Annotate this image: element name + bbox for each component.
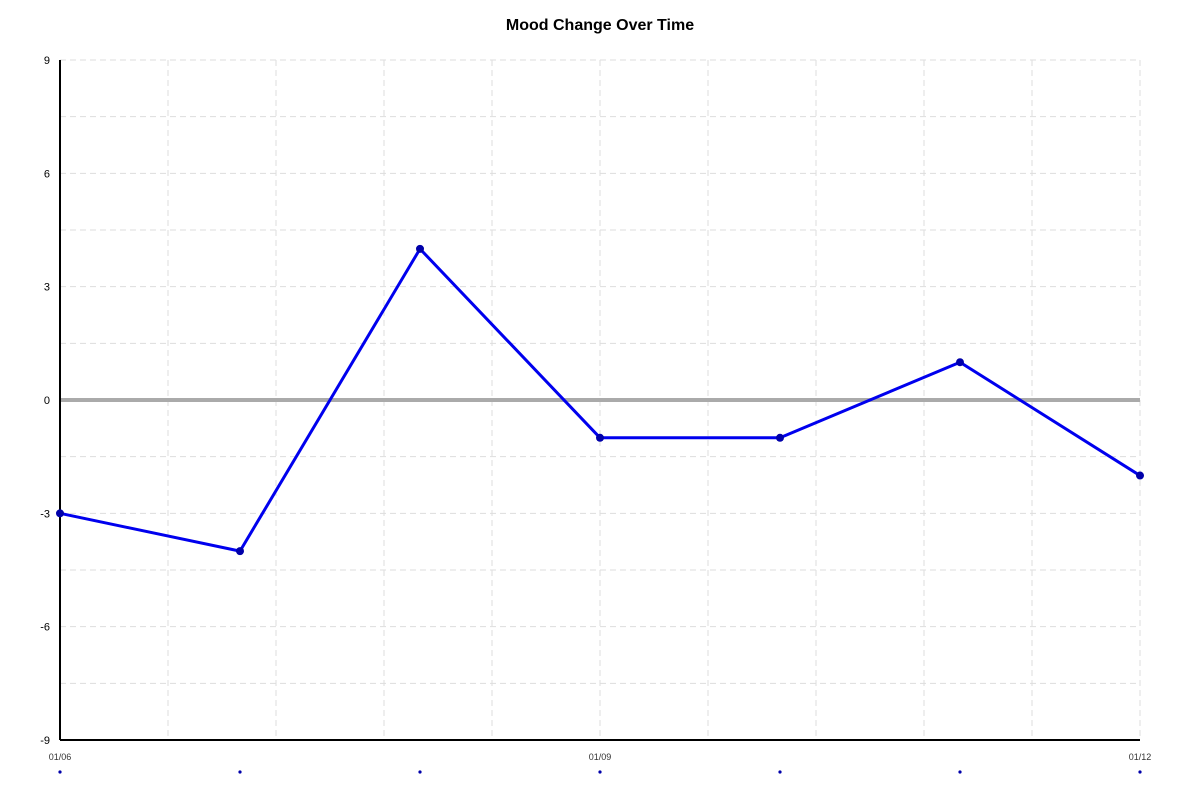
data-point: [956, 358, 964, 367]
y-tick-label: -6: [40, 622, 50, 634]
y-tick-label: -3: [40, 508, 50, 520]
data-point: [596, 433, 604, 442]
data-point: [236, 547, 244, 556]
x-tick-dot: [238, 770, 242, 774]
x-tick-label: 01/06: [49, 752, 72, 762]
chart-title: Mood Change Over Time: [506, 17, 694, 34]
x-tick-dot: [598, 770, 602, 774]
y-tick-labels: 9 6 3 0 -3 -6 -9: [40, 55, 50, 747]
x-tick-dot: [1138, 770, 1142, 774]
data-point: [776, 433, 784, 442]
y-tick-label: 0: [44, 395, 50, 407]
y-tick-label: 9: [44, 55, 50, 67]
x-tick-labels: 01/06 01/09 01/12: [49, 752, 1152, 762]
x-tick-label: 01/09: [589, 752, 612, 762]
marker-layer: [56, 244, 1144, 556]
y-tick-label: 6: [44, 168, 50, 180]
y-tick-label: 3: [44, 282, 50, 294]
x-tick-dot: [418, 770, 422, 774]
data-point: [1136, 471, 1144, 480]
x-tick-dot: [958, 770, 962, 774]
axis-layer: [59, 60, 1140, 741]
x-dot-layer: [58, 770, 1142, 774]
data-point: [416, 244, 424, 253]
y-tick-label: -9: [40, 735, 50, 747]
x-tick-label: 01/12: [1129, 752, 1152, 762]
x-tick-dot: [58, 770, 62, 774]
data-point: [56, 509, 64, 518]
x-tick-dot: [778, 770, 782, 774]
